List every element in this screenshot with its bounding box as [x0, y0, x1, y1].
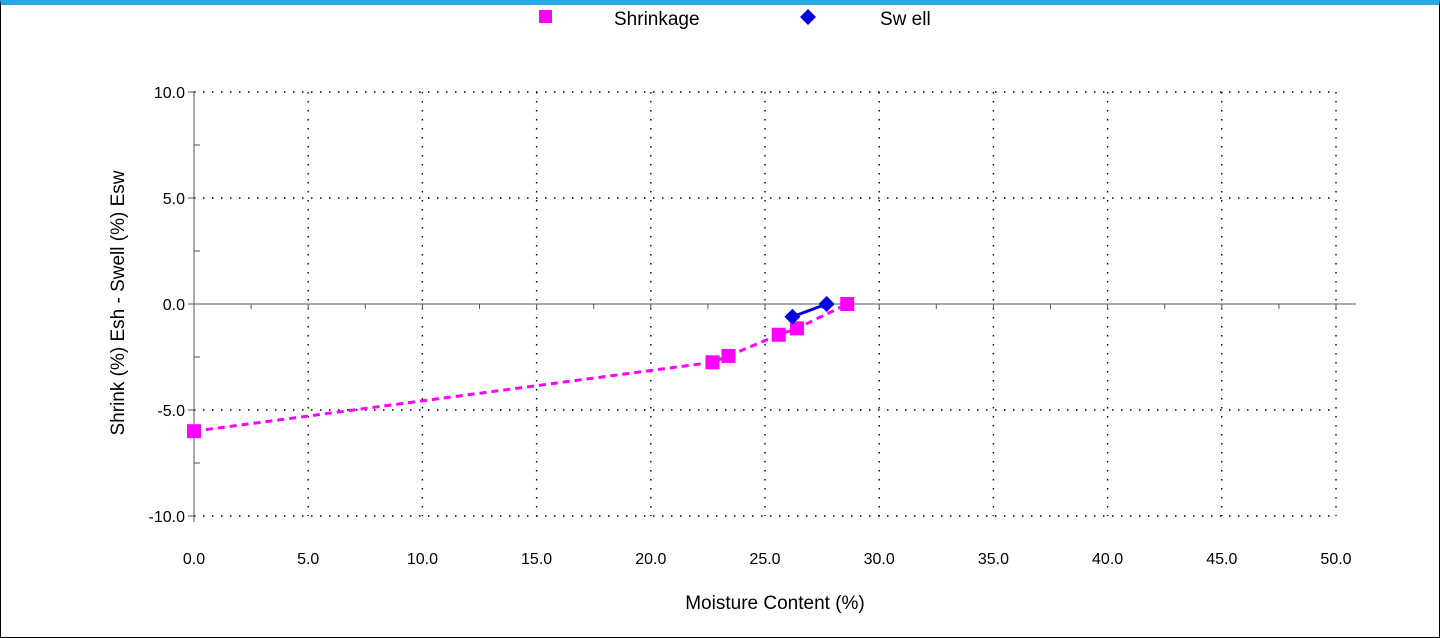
shrinkage-point — [771, 327, 786, 342]
x-axis-title: Moisture Content (%) — [685, 593, 865, 614]
series-line-shrinkage — [193, 302, 848, 433]
x-tick-label: 0.0 — [183, 551, 205, 568]
y-axis-title: Shrink (%) Esh - Swell (%) Esw — [108, 170, 129, 435]
shrinkage-point — [187, 424, 201, 439]
x-tick-label: 30.0 — [864, 551, 895, 568]
legend-swell-label: Sw ell — [880, 9, 931, 30]
y-tick-label: 5.0 — [163, 191, 185, 208]
y-tick-label: -5.0 — [157, 403, 185, 420]
x-tick-label: 5.0 — [297, 551, 319, 568]
shrinkage-point — [705, 355, 720, 370]
x-tick-label: 40.0 — [1092, 551, 1123, 568]
legend-swell-marker — [800, 9, 816, 25]
axes — [188, 91, 1356, 522]
legend-shrinkage-marker — [539, 10, 552, 23]
y-tick-label: 10.0 — [154, 85, 185, 102]
x-tick-label: 35.0 — [978, 551, 1009, 568]
x-tick-label: 10.0 — [407, 551, 438, 568]
shrinkage-point — [789, 321, 804, 336]
x-tick-label: 25.0 — [749, 551, 780, 568]
legend: Shrinkage Sw ell — [539, 9, 931, 30]
x-tick-label: 45.0 — [1206, 551, 1237, 568]
series — [187, 296, 855, 439]
x-tick-label: 20.0 — [635, 551, 666, 568]
swell-point — [784, 308, 801, 325]
x-tick-label: 50.0 — [1320, 551, 1351, 568]
shrinkage-point — [721, 348, 736, 363]
shrinkage-point — [840, 297, 855, 311]
legend-shrinkage-label: Shrinkage — [614, 9, 700, 30]
x-tick-label: 15.0 — [521, 551, 552, 568]
tick-labels: 0.0 5.0 10.0 15.0 20.0 25.0 30.0 35.0 40.0 45.0 50… — [149, 85, 1352, 568]
y-tick-label: -10.0 — [149, 509, 186, 526]
y-tick-label: 0.0 — [163, 297, 185, 314]
swell-point — [818, 296, 835, 312]
grid-lines — [194, 91, 1337, 517]
